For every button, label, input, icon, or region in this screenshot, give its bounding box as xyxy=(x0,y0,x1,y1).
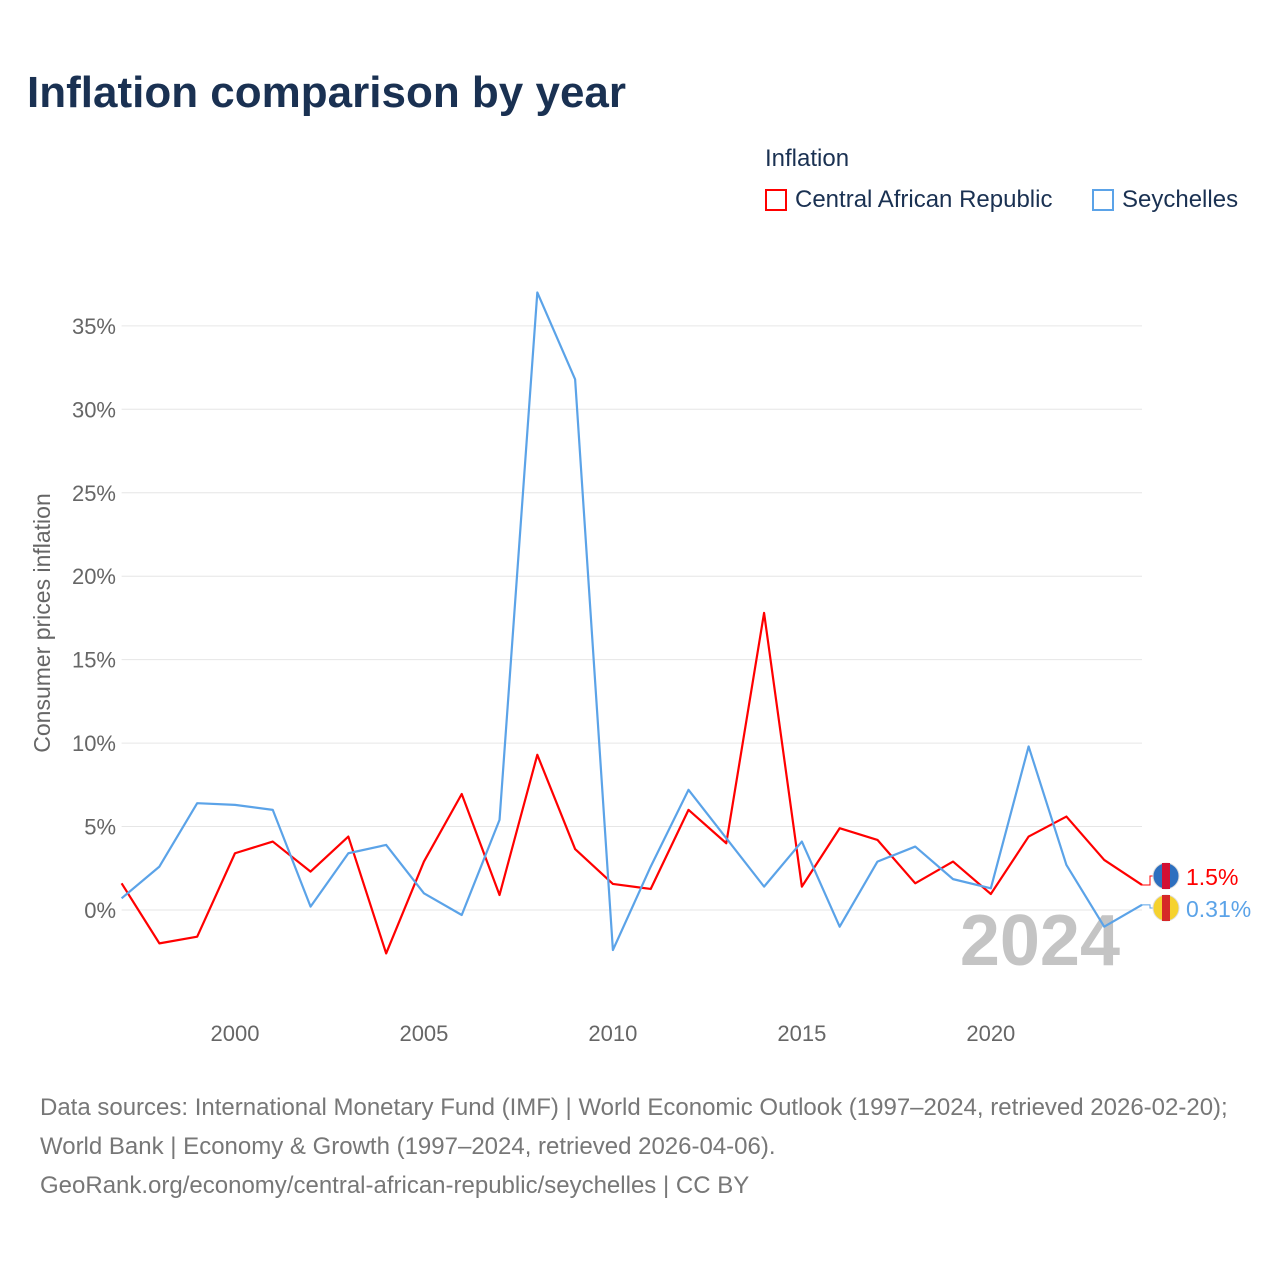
chart-title: Inflation comparison by year xyxy=(27,68,627,117)
y-tick-label: 20% xyxy=(72,564,116,589)
x-tick-label: 2005 xyxy=(399,1021,448,1046)
flag-stripe xyxy=(1162,863,1170,889)
y-tick-label: 10% xyxy=(72,731,116,756)
legend-swatch xyxy=(765,189,787,211)
flag-stripe xyxy=(1162,895,1170,921)
line-chart: 2024 0% 5% 10% 15% 20% 25% 30% 35% 2000 2005 2010 20… xyxy=(29,291,1251,1046)
y-tick-label: 5% xyxy=(84,815,116,840)
end-label-connector xyxy=(1142,904,1154,909)
end-label-connector xyxy=(1142,875,1154,886)
y-tick-label: 25% xyxy=(72,481,116,506)
end-value-label: 1.5% xyxy=(1186,864,1238,890)
legend-item-car[interactable]: Central African Republic xyxy=(765,186,1052,214)
x-tick-label: 2000 xyxy=(211,1021,260,1046)
legend-item-seychelles[interactable]: Seychelles xyxy=(1092,186,1238,214)
y-tick-label: 0% xyxy=(84,898,116,923)
year-watermark: 2024 xyxy=(960,901,1120,981)
legend-label: Central African Republic xyxy=(795,186,1053,213)
data-sources: Data sources: International Monetary Fun… xyxy=(40,1094,1228,1160)
y-tick-label: 30% xyxy=(72,397,116,422)
legend-title: Inflation xyxy=(765,145,850,172)
legend-swatch xyxy=(1092,189,1114,211)
x-tick-label: 2015 xyxy=(777,1021,826,1046)
legend-label: Seychelles xyxy=(1122,186,1239,213)
x-tick-label: 2020 xyxy=(966,1021,1015,1046)
end-value-label: 0.31% xyxy=(1186,896,1251,922)
y-tick-label: 35% xyxy=(72,314,116,339)
y-axis-label: Consumer prices inflation xyxy=(29,493,55,753)
series-line-1 xyxy=(120,291,1143,952)
footer: Data sources: International Monetary Fun… xyxy=(40,1088,1250,1205)
x-tick-label: 2010 xyxy=(588,1021,637,1046)
source-link[interactable]: GeoRank.org/economy/central-african-repu… xyxy=(40,1172,750,1199)
y-tick-label: 15% xyxy=(72,648,116,673)
